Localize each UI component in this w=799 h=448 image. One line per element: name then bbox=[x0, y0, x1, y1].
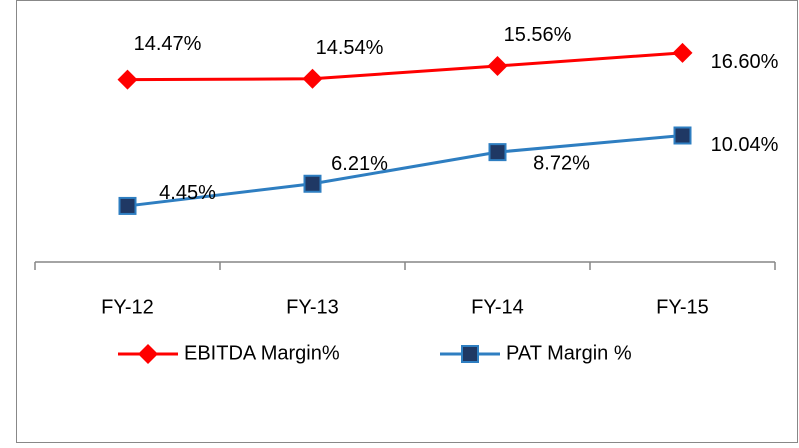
legend-label: PAT Margin % bbox=[506, 342, 632, 364]
legend-label: EBITDA Margin% bbox=[184, 342, 340, 364]
data-label: 16.60% bbox=[711, 51, 779, 73]
data-point bbox=[118, 196, 137, 215]
data-label: 14.54% bbox=[316, 37, 384, 59]
x-tick-label: FY-13 bbox=[286, 296, 339, 318]
data-point bbox=[488, 143, 507, 162]
data-label: 10.04% bbox=[711, 134, 779, 156]
legend-marker bbox=[461, 345, 479, 363]
data-point bbox=[303, 174, 322, 193]
x-tick-label: FY-14 bbox=[471, 296, 524, 318]
data-label: 4.45% bbox=[159, 182, 216, 204]
data-point bbox=[117, 69, 138, 90]
data-point bbox=[672, 42, 693, 63]
chart-border bbox=[16, 0, 798, 443]
series-line bbox=[127, 134, 683, 208]
data-point bbox=[487, 55, 508, 76]
data-point bbox=[673, 126, 692, 145]
x-tick-label: FY-12 bbox=[101, 296, 154, 318]
data-label: 14.47% bbox=[134, 33, 202, 55]
data-point bbox=[302, 68, 323, 89]
data-label: 6.21% bbox=[331, 153, 388, 175]
data-label: 15.56% bbox=[504, 24, 572, 46]
x-tick-label: FY-15 bbox=[656, 296, 709, 318]
legend-marker bbox=[138, 344, 158, 364]
series-line bbox=[127, 51, 683, 82]
data-label: 8.72% bbox=[533, 152, 590, 174]
